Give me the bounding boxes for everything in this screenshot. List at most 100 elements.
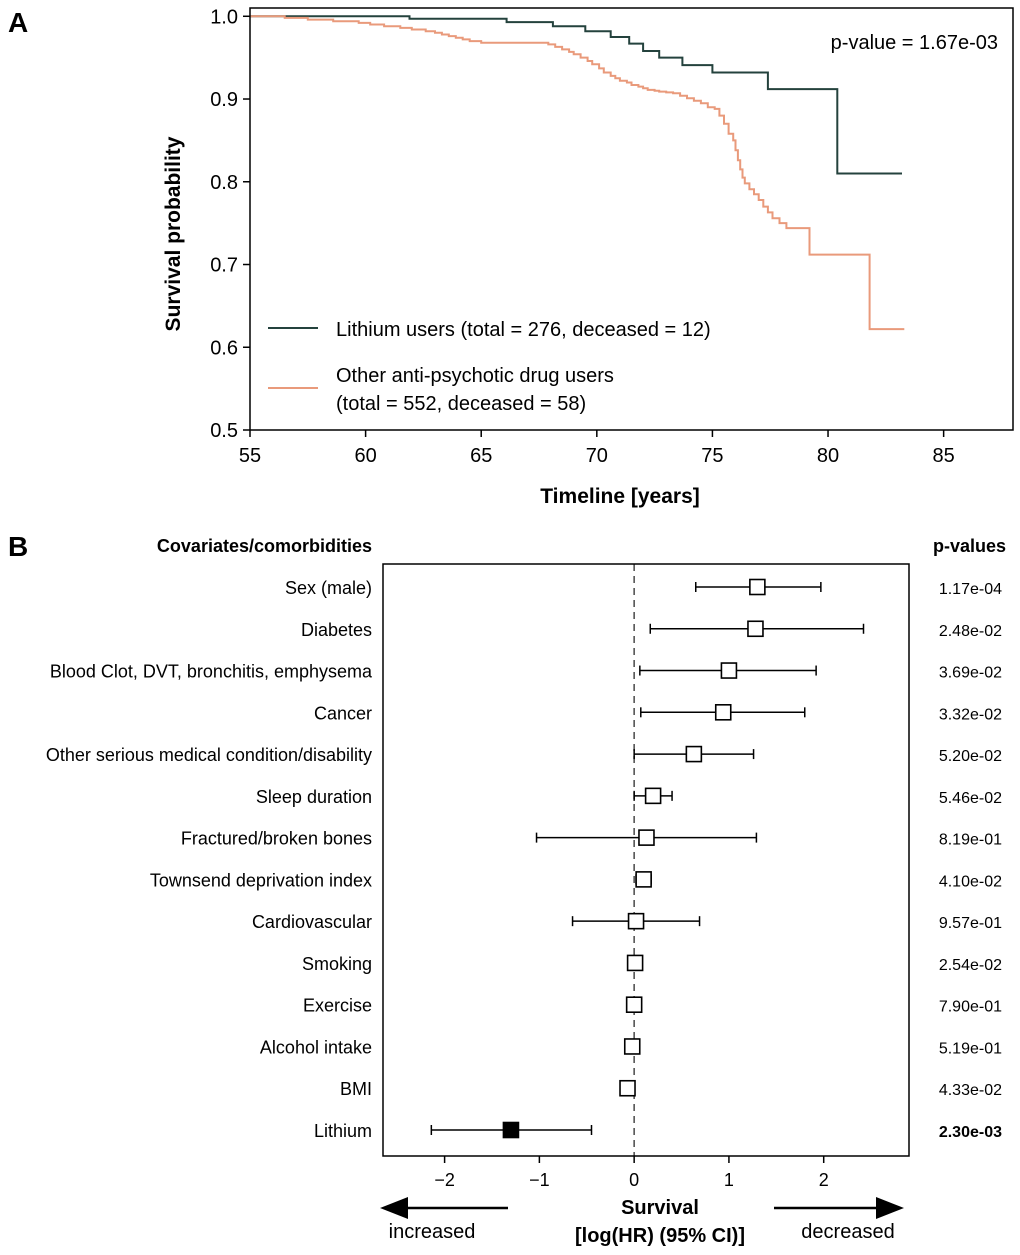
forest-x-axis-label: Survival	[621, 1197, 699, 1219]
forest-row-label: Alcohol intake	[260, 1037, 372, 1057]
forest-arrow-left	[380, 1197, 508, 1219]
legend-label-other: Other anti-psychotic drug users	[336, 365, 614, 387]
survival-curves	[250, 15, 905, 331]
survival-y-axis-label: Survival probability	[162, 136, 185, 331]
forest-point-marker	[627, 912, 645, 930]
forest-row: Exercise 7.90e-01	[303, 996, 1002, 1016]
forest-arrow-left-label: increased	[389, 1221, 476, 1243]
forest-row-p-value: 5.20e-02	[939, 748, 1002, 765]
forest-row-p-value: 2.30e-03	[939, 1124, 1002, 1141]
forest-x-tick-label: −1	[529, 1170, 550, 1190]
forest-row: Cardiovascular 9.57e-01	[252, 912, 1002, 932]
survival-x-tick-label: 60	[354, 445, 376, 467]
survival-curve-1	[250, 15, 905, 331]
forest-row-p-value: 1.17e-04	[939, 581, 1002, 598]
forest-row: Diabetes 2.48e-02	[301, 620, 1002, 640]
forest-point-marker	[747, 620, 764, 638]
survival-x-ticks: 55 60 65 70 75 80 85	[239, 430, 955, 467]
survival-x-tick-label: 65	[470, 445, 492, 467]
forest-point-marker	[502, 1121, 520, 1139]
forest-point-marker	[749, 578, 766, 596]
forest-row-label: Exercise	[303, 996, 372, 1016]
survival-y-tick-label: 0.9	[210, 89, 238, 111]
forest-row-label: Sex (male)	[285, 578, 372, 598]
forest-row: Blood Clot, DVT, bronchitis, emphysema 3.…	[50, 662, 1002, 682]
forest-point-marker	[625, 996, 643, 1014]
survival-x-tick-label: 70	[586, 445, 608, 467]
forest-point-marker	[644, 787, 662, 805]
legend-label-lithium: Lithium users (total = 276, deceased = 1…	[336, 319, 711, 341]
forest-row-p-value: 3.69e-02	[939, 665, 1002, 682]
forest-row-label: Cancer	[314, 703, 372, 723]
forest-row-label: Lithium	[314, 1121, 372, 1141]
forest-row-label: Sleep duration	[256, 787, 372, 807]
forest-point-marker	[623, 1038, 641, 1055]
forest-point-marker	[626, 954, 644, 972]
forest-x-axis-label-line2: [log(HR) (95% CI)]	[575, 1225, 745, 1247]
survival-y-tick-label: 0.8	[210, 172, 238, 194]
forest-row: Fractured/broken bones 8.19e-01	[181, 829, 1002, 849]
forest-row: Other serious medical condition/disabili…	[46, 745, 1002, 765]
forest-arrow-right-label: decreased	[801, 1221, 894, 1243]
forest-row: Lithium 2.30e-03	[314, 1121, 1002, 1141]
forest-plot-frame	[382, 563, 910, 1157]
forest-row-label: Smoking	[302, 954, 372, 974]
forest-x-ticks: −2 −1 0 1 2	[434, 1156, 829, 1190]
forest-row-p-value: 2.48e-02	[939, 623, 1002, 640]
survival-y-tick-label: 0.5	[210, 420, 238, 442]
survival-p-value: p-value = 1.67e-03	[831, 32, 998, 54]
forest-row: BMI 4.33e-02	[340, 1079, 1002, 1099]
forest-row-label: Townsend deprivation index	[150, 870, 372, 890]
forest-row: Smoking 2.54e-02	[302, 954, 1002, 974]
forest-plot: Covariates/comorbidities p-values Sex (m…	[46, 536, 1006, 1247]
survival-x-tick-label: 75	[701, 445, 723, 467]
forest-row-label: BMI	[340, 1079, 372, 1099]
forest-x-tick-label: −2	[434, 1170, 455, 1190]
forest-row: Sex (male) 1.17e-04	[285, 578, 1002, 598]
survival-x-axis-label: Timeline [years]	[540, 485, 700, 508]
forest-row-label: Diabetes	[301, 620, 372, 640]
survival-x-tick-label: 55	[239, 445, 261, 467]
panel-label-b: B	[8, 531, 28, 562]
forest-row-label: Cardiovascular	[252, 912, 372, 932]
survival-y-ticks: 0.5 0.6 0.7 0.8 0.9 1.0	[210, 6, 250, 442]
forest-row-p-value: 2.54e-02	[939, 957, 1002, 974]
survival-x-tick-label: 80	[817, 445, 839, 467]
survival-y-tick-label: 0.6	[210, 337, 238, 359]
forest-row-p-value: 5.19e-01	[939, 1040, 1002, 1057]
forest-row-p-value: 3.32e-02	[939, 706, 1002, 723]
forest-x-tick-label: 0	[629, 1170, 639, 1190]
forest-row-p-value: 4.10e-02	[939, 873, 1002, 890]
forest-point-marker	[714, 704, 732, 721]
forest-right-title: p-values	[933, 536, 1006, 556]
forest-point-marker	[720, 662, 738, 679]
forest-x-tick-label: 1	[724, 1170, 734, 1190]
panel-label-a: A	[8, 7, 28, 38]
survival-curve-0	[250, 15, 902, 175]
forest-row-label: Other serious medical condition/disabili…	[46, 745, 372, 765]
forest-row-label: Fractured/broken bones	[181, 829, 372, 849]
survival-chart: 55 60 65 70 75 80 85 0.5 0.6 0.7 0.8 0.9 1.0 Timeli…	[162, 6, 1014, 508]
forest-row-p-value: 5.46e-02	[939, 790, 1002, 807]
forest-row: Alcohol intake 5.19e-01	[260, 1037, 1002, 1057]
forest-row-label: Blood Clot, DVT, bronchitis, emphysema	[50, 662, 373, 682]
forest-row: Sleep duration 5.46e-02	[256, 787, 1002, 807]
forest-arrow-right	[774, 1197, 904, 1219]
survival-x-tick-label: 85	[933, 445, 955, 467]
forest-row: Cancer 3.32e-02	[314, 703, 1002, 723]
forest-row-p-value: 4.33e-02	[939, 1082, 1002, 1099]
forest-row: Townsend deprivation index 4.10e-02	[150, 870, 1002, 890]
forest-point-marker	[685, 745, 703, 763]
survival-y-tick-label: 0.7	[210, 255, 238, 277]
forest-x-tick-label: 2	[819, 1170, 829, 1190]
survival-plot-frame	[249, 7, 1014, 431]
legend-label-other-line2: (total = 552, deceased = 58)	[336, 393, 586, 415]
survival-legend: Lithium users (total = 276, deceased = 1…	[268, 319, 711, 415]
forest-point-marker	[638, 829, 655, 846]
forest-row-p-value: 7.90e-01	[939, 999, 1002, 1016]
survival-y-tick-label: 1.0	[210, 6, 238, 28]
forest-point-marker	[635, 871, 652, 888]
forest-left-title: Covariates/comorbidities	[157, 536, 372, 556]
forest-row-p-value: 8.19e-01	[939, 832, 1002, 849]
